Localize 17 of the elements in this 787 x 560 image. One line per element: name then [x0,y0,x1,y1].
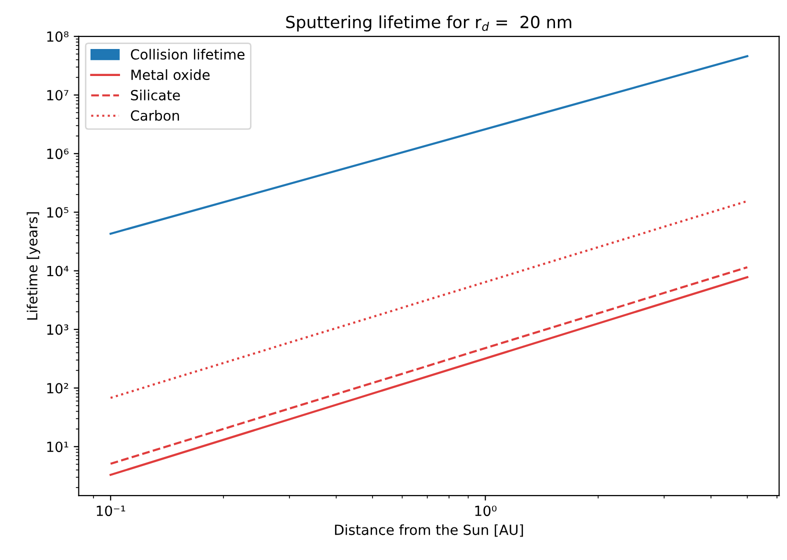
x-tick-label: 10⁻¹ [96,506,126,516]
chart-title: Sputtering lifetime for r$_{d}$ = 20 nm [286,15,572,32]
y-tick-label: 10⁵ [47,207,68,218]
legend-label: Carbon [130,110,179,121]
y-tick-label: 10⁶ [47,148,69,160]
x-axis-title: Distance from the Sun [AU] [335,524,523,537]
y-tick-label: 10⁷ [47,90,68,100]
y-axis-title: Lifetime [years] [26,212,40,320]
y-tick-label: 10² [47,382,68,394]
legend-label: Silicate [131,90,180,100]
legend-label: Metal oxide [131,69,210,80]
y-tick-label: 10⁴ [47,266,69,276]
y-tick-label: 10³ [47,324,68,335]
y-tick-label: 10¹ [47,442,68,452]
y-tick-label: 10⁸ [47,31,68,42]
x-tick-label: 10⁰ [475,506,496,516]
legend-label: Collision lifetime [130,48,244,60]
